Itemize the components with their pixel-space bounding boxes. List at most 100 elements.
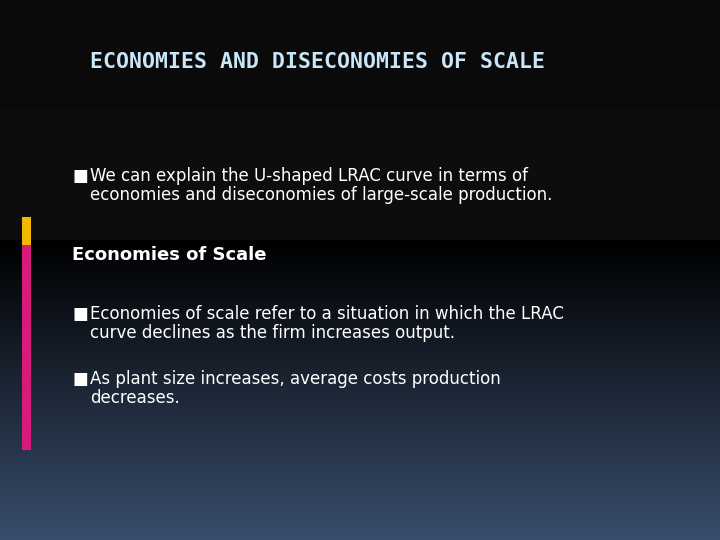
Bar (0, 515, 720, 516)
Bar (0, 382, 720, 384)
Bar (0, 256, 720, 258)
Bar (0, 240, 720, 241)
Bar (0, 456, 720, 457)
Bar (22, 245, 31, 450)
Bar (0, 322, 720, 324)
Bar (0, 249, 720, 251)
Bar (0, 510, 720, 511)
Bar (0, 432, 720, 434)
Bar (0, 451, 720, 453)
Bar (0, 260, 720, 261)
Bar (0, 330, 720, 332)
Bar (0, 489, 720, 490)
Bar (0, 442, 720, 444)
Bar (0, 509, 720, 510)
Bar (0, 422, 720, 423)
Bar (0, 390, 720, 392)
Bar (0, 241, 720, 243)
Bar (0, 261, 720, 262)
Bar (0, 262, 720, 264)
Bar (0, 504, 720, 505)
Bar (0, 376, 720, 378)
Bar (0, 273, 720, 274)
Bar (0, 469, 720, 471)
Bar (0, 477, 720, 478)
Bar (0, 364, 720, 366)
Text: ECONOMIES AND DISECONOMIES OF SCALE: ECONOMIES AND DISECONOMIES OF SCALE (90, 52, 545, 72)
Bar (0, 246, 720, 247)
Bar (0, 522, 720, 523)
Bar (0, 339, 720, 341)
Bar (0, 441, 720, 442)
Bar (0, 315, 720, 316)
Bar (0, 480, 720, 482)
Bar (0, 287, 720, 288)
Bar (0, 505, 720, 507)
Bar (0, 517, 720, 519)
Bar (0, 372, 720, 374)
Bar (0, 450, 720, 451)
Bar (0, 423, 720, 424)
Bar (0, 531, 720, 532)
Bar (0, 243, 720, 245)
Bar (0, 354, 720, 355)
Bar (0, 360, 720, 361)
Bar (0, 255, 720, 256)
Bar (0, 446, 720, 447)
Bar (0, 519, 720, 521)
Bar (0, 490, 720, 492)
Bar (0, 345, 720, 347)
Bar (0, 318, 720, 320)
Bar (0, 266, 720, 267)
Bar (0, 363, 720, 364)
Bar (0, 438, 720, 440)
Bar (0, 407, 720, 408)
Bar (0, 316, 720, 318)
Bar (0, 471, 720, 472)
Bar (0, 270, 720, 272)
Bar (0, 272, 720, 273)
Bar (0, 369, 720, 370)
Bar (0, 247, 720, 249)
Bar (0, 314, 720, 315)
Bar (0, 488, 720, 489)
Bar (0, 288, 720, 289)
Bar (0, 392, 720, 393)
Text: We can explain the U-shaped LRAC curve in terms of: We can explain the U-shaped LRAC curve i… (90, 167, 528, 185)
Bar (0, 387, 720, 388)
Bar (0, 312, 720, 314)
Bar (0, 386, 720, 387)
Bar (0, 349, 720, 351)
Text: ■: ■ (72, 167, 88, 185)
Bar (0, 293, 720, 294)
Bar (0, 498, 720, 500)
Bar (0, 434, 720, 435)
Bar (0, 536, 720, 537)
Bar (0, 368, 720, 369)
Bar (0, 251, 720, 252)
Bar (0, 409, 720, 411)
Bar (0, 495, 720, 496)
Bar (0, 338, 720, 339)
Bar (0, 521, 720, 522)
Bar (0, 0, 720, 110)
Bar (0, 285, 720, 287)
Bar (22, 217, 31, 245)
Bar (0, 307, 720, 309)
Text: ■: ■ (72, 305, 88, 323)
Bar (0, 253, 720, 255)
Bar (0, 366, 720, 368)
Bar (0, 289, 720, 291)
Bar (0, 467, 720, 468)
Bar (0, 320, 720, 321)
Bar (0, 444, 720, 446)
Bar (0, 424, 720, 426)
Bar (0, 334, 720, 336)
Bar (0, 328, 720, 330)
Bar (0, 534, 720, 536)
Bar (0, 418, 720, 420)
Bar (0, 280, 720, 282)
Bar (0, 440, 720, 441)
Bar (0, 436, 720, 438)
Bar (0, 483, 720, 484)
